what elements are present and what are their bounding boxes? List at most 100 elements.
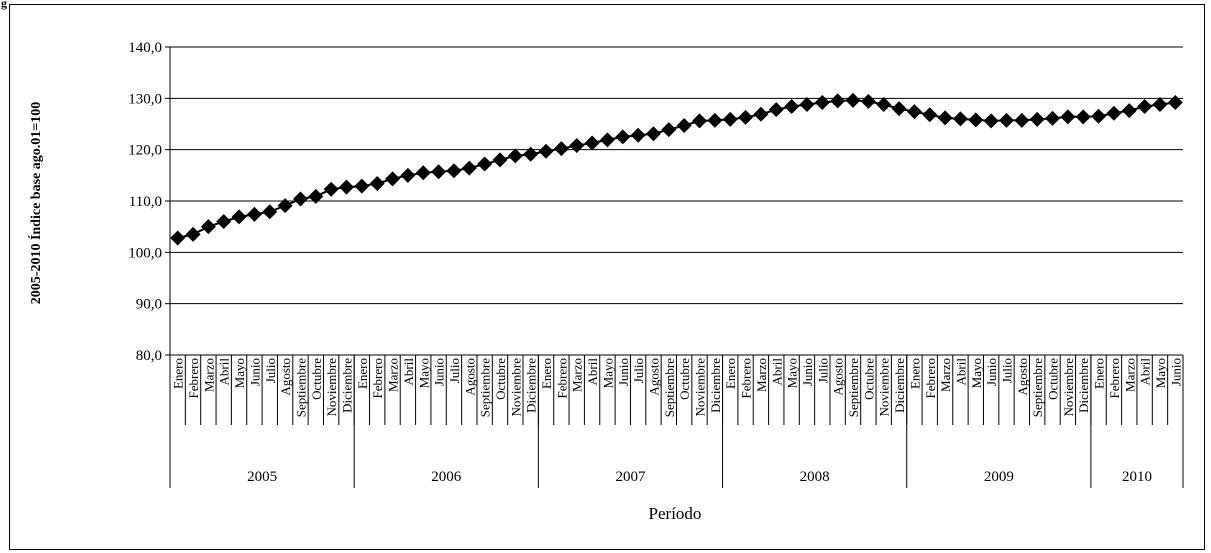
data-point bbox=[830, 93, 846, 109]
data-point bbox=[323, 181, 339, 197]
month-label: Enero bbox=[171, 358, 186, 389]
month-label: Junio bbox=[616, 358, 631, 386]
month-label: Agosto bbox=[278, 358, 293, 396]
data-point bbox=[599, 132, 615, 148]
data-point bbox=[952, 111, 968, 127]
month-label: Diciembre bbox=[708, 358, 723, 413]
month-label: Febrero bbox=[370, 358, 385, 398]
x-axis: Enero Febrero Marzo Abril Mayo Junio Julio Agos… bbox=[169, 354, 1184, 488]
month-label: Junio bbox=[432, 358, 447, 386]
data-point bbox=[615, 129, 631, 145]
month-label: Abril bbox=[401, 358, 416, 386]
month-label: Marzo bbox=[570, 358, 585, 392]
data-point bbox=[692, 113, 708, 129]
month-label: Enero bbox=[723, 358, 738, 389]
month-label: Agosto bbox=[646, 358, 661, 396]
data-point bbox=[968, 112, 984, 128]
data-point bbox=[983, 113, 999, 129]
month-label: Diciembre bbox=[1076, 358, 1091, 413]
y-tick-label: 130,0 bbox=[128, 91, 162, 107]
month-label: Julio bbox=[999, 358, 1014, 383]
month-label: Octubre bbox=[1046, 358, 1061, 400]
data-point bbox=[369, 176, 385, 192]
data-point bbox=[339, 179, 355, 195]
year-label: 2007 bbox=[615, 469, 646, 485]
corner-label: g bbox=[1, 0, 7, 10]
y-tick-label: 100,0 bbox=[128, 245, 162, 261]
data-point bbox=[538, 143, 554, 159]
data-point bbox=[292, 191, 308, 207]
data-point bbox=[860, 93, 876, 109]
y-tick-label: 140,0 bbox=[128, 40, 162, 56]
month-label: Abril bbox=[585, 358, 600, 386]
month-label: Junio bbox=[984, 358, 999, 386]
data-point bbox=[277, 198, 293, 214]
month-label: Julio bbox=[631, 358, 646, 383]
data-point bbox=[185, 226, 201, 242]
data-point bbox=[876, 96, 892, 112]
data-point bbox=[1029, 111, 1045, 127]
chart-frame bbox=[9, 4, 1205, 550]
month-label: Octubre bbox=[861, 358, 876, 400]
data-point bbox=[415, 165, 431, 181]
month-label: Junio bbox=[800, 358, 815, 386]
month-label: Febrero bbox=[1107, 358, 1122, 398]
data-point bbox=[507, 148, 523, 164]
month-label: Abril bbox=[953, 358, 968, 386]
data-point bbox=[906, 104, 922, 120]
month-label: Septiembre bbox=[846, 358, 861, 417]
month-label: Julio bbox=[447, 358, 462, 383]
month-label: Febrero bbox=[186, 358, 201, 398]
month-label: Abril bbox=[769, 358, 784, 386]
month-label: Octubre bbox=[309, 358, 324, 400]
month-label: Agosto bbox=[462, 358, 477, 396]
gridlines bbox=[170, 46, 1183, 356]
data-point bbox=[523, 146, 539, 162]
month-label: Febrero bbox=[554, 358, 569, 398]
month-label: Enero bbox=[539, 358, 554, 389]
month-label: Mayo bbox=[416, 358, 431, 388]
month-label: Mayo bbox=[785, 358, 800, 388]
data-point bbox=[553, 141, 569, 157]
month-label: Marzo bbox=[754, 358, 769, 392]
data-point bbox=[1060, 109, 1076, 125]
year-label: 2006 bbox=[431, 469, 462, 485]
month-label: Marzo bbox=[1122, 358, 1137, 392]
data-point bbox=[661, 122, 677, 138]
month-label: Septiembre bbox=[662, 358, 677, 417]
data-point bbox=[722, 111, 738, 127]
month-label: Diciembre bbox=[524, 358, 539, 413]
data-point bbox=[738, 109, 754, 125]
data-point bbox=[1075, 109, 1091, 125]
month-label: Enero bbox=[1092, 358, 1107, 389]
data-point bbox=[1121, 103, 1137, 119]
month-label: Julio bbox=[815, 358, 830, 383]
data-point bbox=[446, 163, 462, 179]
year-label: 2009 bbox=[984, 469, 1014, 485]
month-label: Febrero bbox=[923, 358, 938, 398]
month-label: Septiembre bbox=[1030, 358, 1045, 417]
month-label: Septiembre bbox=[478, 358, 493, 417]
month-label: Abril bbox=[217, 358, 232, 386]
data-point bbox=[630, 127, 646, 143]
month-label: Octubre bbox=[493, 358, 508, 400]
data-point bbox=[937, 110, 953, 126]
data-point bbox=[768, 102, 784, 118]
data-point bbox=[845, 92, 861, 108]
data-point bbox=[753, 106, 769, 122]
data-point bbox=[569, 138, 585, 154]
data-point bbox=[784, 99, 800, 115]
data-point bbox=[1091, 108, 1107, 124]
y-tick-label: 90,0 bbox=[136, 297, 162, 313]
data-point bbox=[385, 171, 401, 187]
data-point bbox=[1137, 99, 1153, 115]
month-label: Marzo bbox=[386, 358, 401, 392]
y-axis-title: 2005-2010 Índice base ago.01=100 bbox=[27, 102, 44, 304]
data-point bbox=[262, 204, 278, 220]
month-label: Agosto bbox=[831, 358, 846, 396]
data-point bbox=[676, 118, 692, 134]
month-label: Noviembre bbox=[693, 358, 708, 417]
data-point bbox=[1045, 110, 1061, 126]
data-point bbox=[200, 219, 216, 235]
data-point bbox=[431, 164, 447, 180]
